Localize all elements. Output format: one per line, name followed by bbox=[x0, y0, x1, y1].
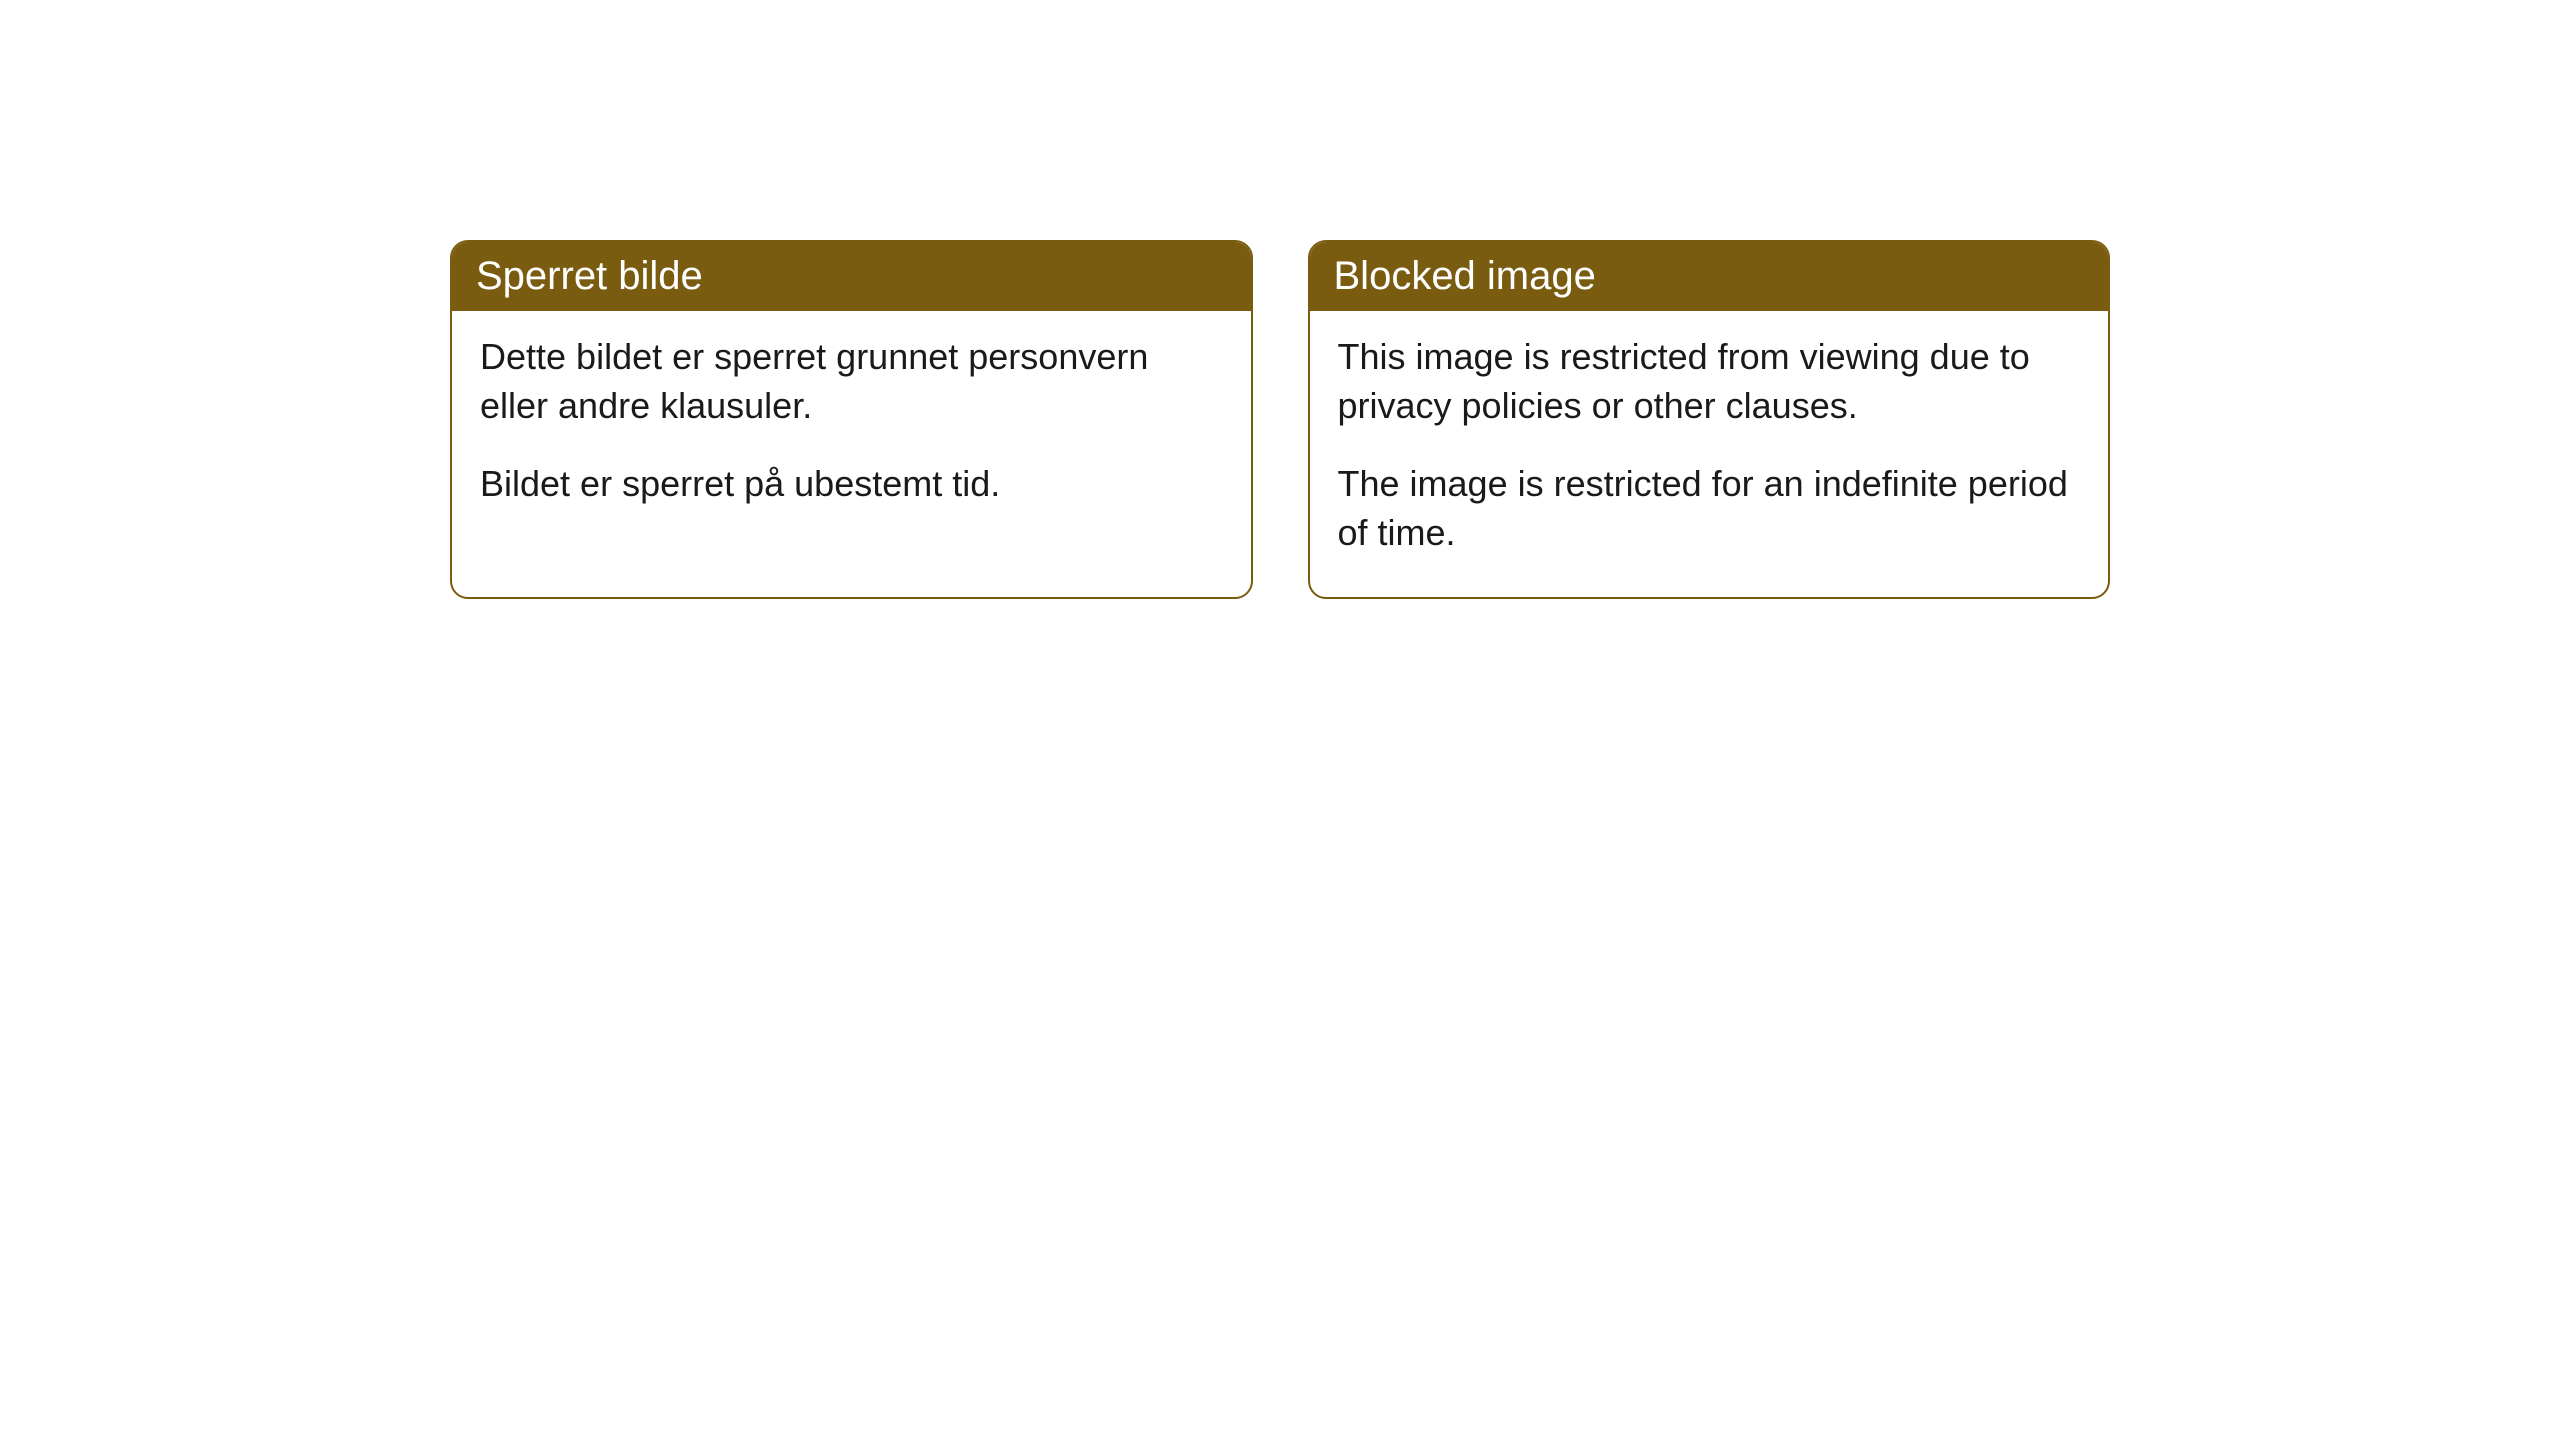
blocked-image-card-norwegian: Sperret bilde Dette bildet er sperret gr… bbox=[450, 240, 1253, 599]
card-title: Sperret bilde bbox=[476, 254, 703, 298]
card-title: Blocked image bbox=[1334, 254, 1596, 298]
card-paragraph-2: The image is restricted for an indefinit… bbox=[1338, 460, 2081, 557]
card-paragraph-2: Bildet er sperret på ubestemt tid. bbox=[480, 460, 1223, 509]
card-header: Sperret bilde bbox=[452, 242, 1251, 311]
card-body: This image is restricted from viewing du… bbox=[1310, 311, 2109, 597]
card-paragraph-1: This image is restricted from viewing du… bbox=[1338, 333, 2081, 430]
notice-cards-container: Sperret bilde Dette bildet er sperret gr… bbox=[450, 240, 2110, 599]
card-header: Blocked image bbox=[1310, 242, 2109, 311]
card-paragraph-1: Dette bildet er sperret grunnet personve… bbox=[480, 333, 1223, 430]
card-body: Dette bildet er sperret grunnet personve… bbox=[452, 311, 1251, 549]
blocked-image-card-english: Blocked image This image is restricted f… bbox=[1308, 240, 2111, 599]
